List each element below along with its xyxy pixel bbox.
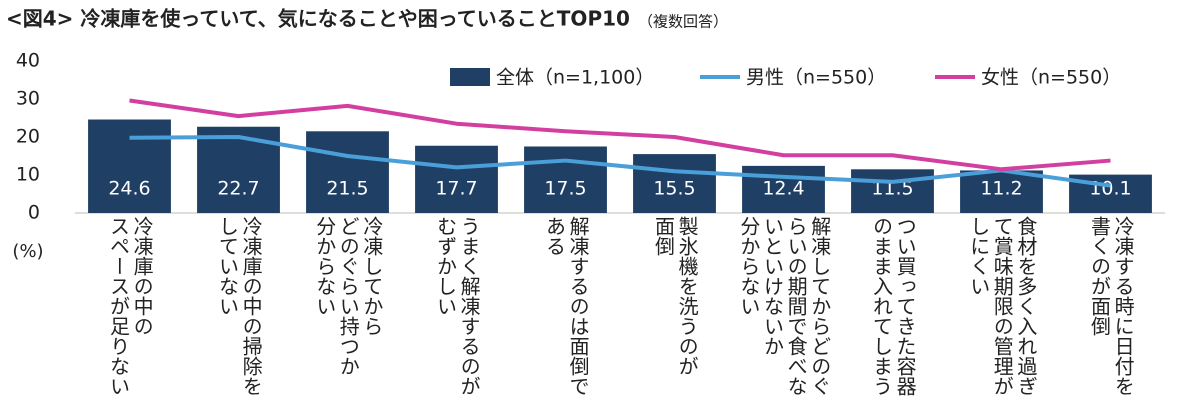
data-label: 11.2 bbox=[980, 178, 1022, 200]
x-tick-label: つい買ってきた容器 のまま入れてしまう bbox=[869, 216, 918, 396]
line bbox=[129, 98, 1111, 172]
x-tick-label: 食材を多く入れ過ぎ て賞味期限の管理が しにくい bbox=[966, 216, 1038, 396]
bar bbox=[197, 126, 280, 213]
data-label: 10.1 bbox=[1089, 178, 1131, 200]
y-tick-label: 20 bbox=[16, 126, 40, 148]
bar bbox=[960, 170, 1043, 213]
chart-subtitle: （複数回答） bbox=[638, 13, 728, 31]
data-label: 24.6 bbox=[108, 178, 150, 200]
y-tick-label: 10 bbox=[16, 164, 40, 186]
legend-label: 全体（n=1,100） bbox=[496, 67, 654, 89]
x-tick-label: 解凍してからどのぐ らいの期間で食べな いといけないか 分からない bbox=[736, 216, 832, 396]
x-tick-label: 冷凍庫の中の スペースが足りない bbox=[106, 216, 155, 396]
x-tick-label: 冷凍庫の中の掃除を していない bbox=[215, 216, 264, 396]
y-tick-label: 40 bbox=[16, 50, 40, 72]
bar bbox=[524, 146, 607, 213]
y-tick-label: 0 bbox=[28, 202, 40, 224]
bar bbox=[633, 154, 716, 213]
x-tick-label: 製氷機を洗うのが 面倒 bbox=[651, 216, 700, 376]
data-label: 21.5 bbox=[326, 178, 368, 200]
bar bbox=[415, 145, 498, 213]
legend-swatch bbox=[450, 68, 490, 86]
chart-title: <図4> 冷凍庫を使っていて、気になることや困っていることTOP10 bbox=[6, 7, 630, 31]
y-axis-label: (%) bbox=[12, 241, 43, 262]
legend-label: 女性（n=550） bbox=[981, 67, 1121, 89]
x-tick-label: うまく解凍するのが むずかしい bbox=[433, 216, 482, 396]
data-label: 17.5 bbox=[544, 178, 586, 200]
x-tick-label: 冷凍してから どのぐらい持つか 分からない bbox=[312, 216, 384, 376]
bar bbox=[306, 131, 389, 213]
data-label: 15.5 bbox=[653, 178, 695, 200]
data-label: 12.4 bbox=[762, 178, 804, 200]
line bbox=[129, 135, 1111, 188]
data-label: 17.7 bbox=[435, 178, 477, 200]
bar bbox=[851, 169, 934, 213]
x-tick-label: 解凍するのは面倒で ある bbox=[542, 216, 591, 396]
x-tick-label: 冷凍する時に日付を 書くのが面倒 bbox=[1087, 216, 1136, 396]
legend-label: 男性（n=550） bbox=[746, 67, 886, 89]
data-label: 22.7 bbox=[217, 178, 259, 200]
bar bbox=[88, 119, 171, 213]
y-tick-label: 30 bbox=[16, 88, 40, 110]
